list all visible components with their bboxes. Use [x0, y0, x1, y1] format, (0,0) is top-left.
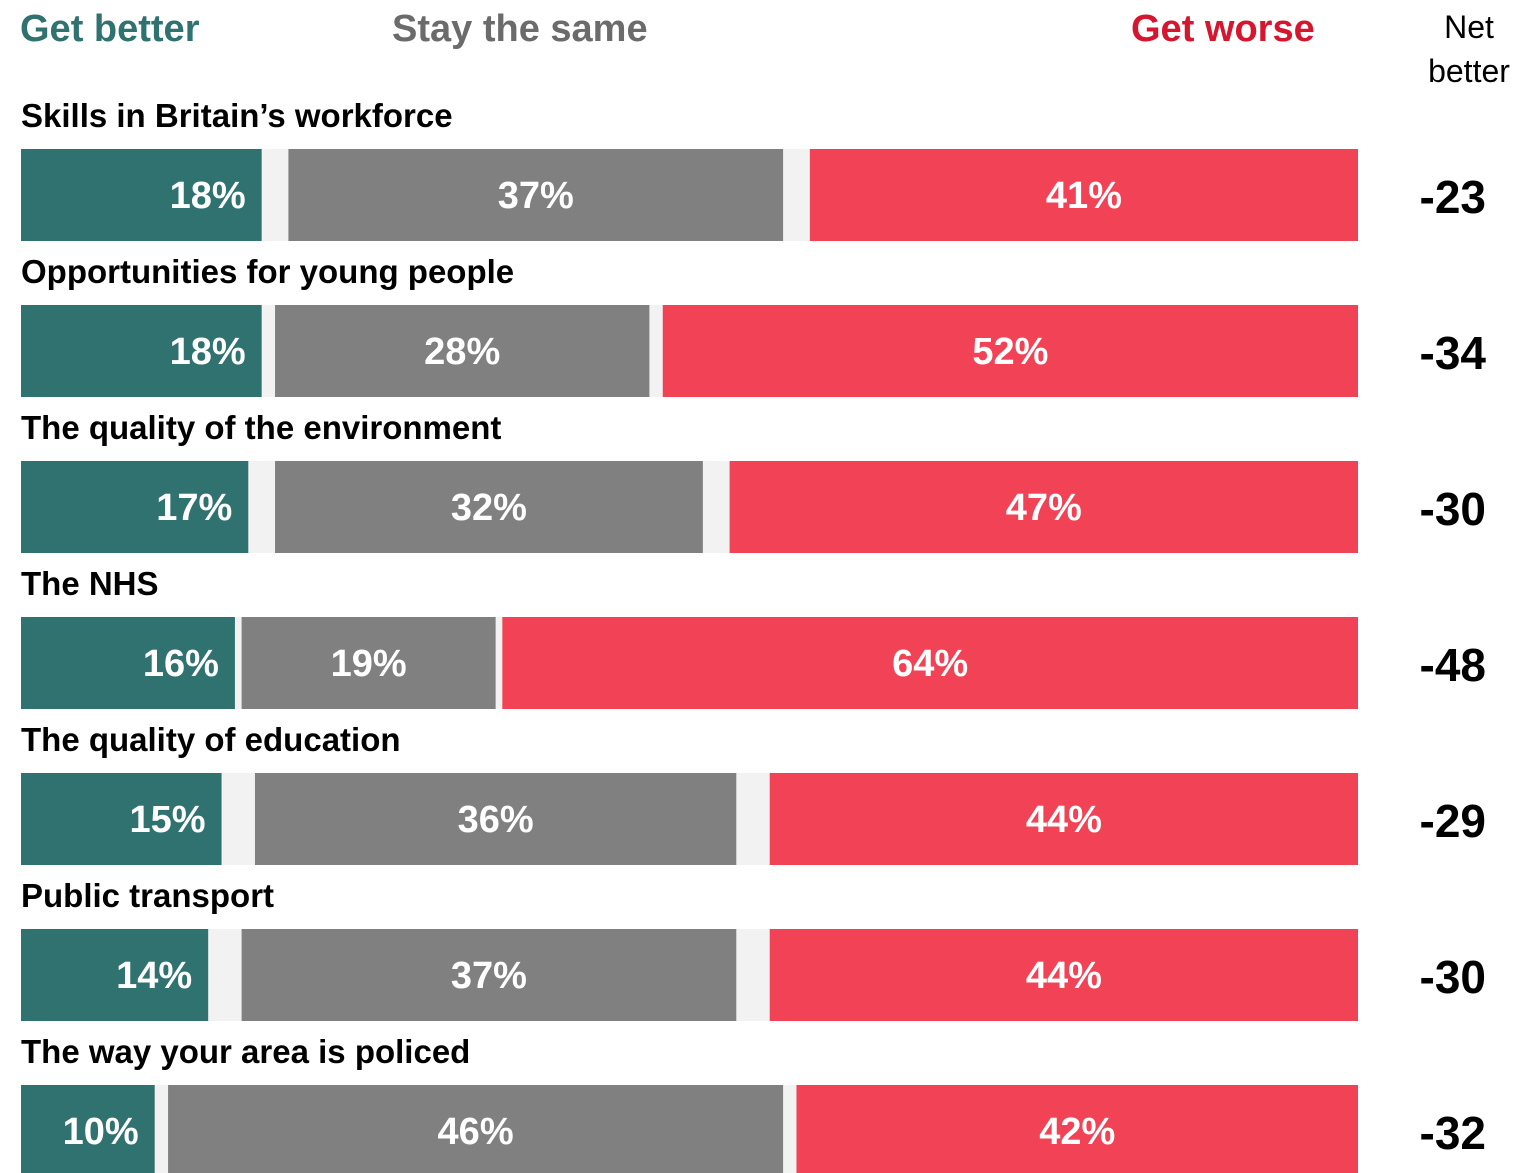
data-label-stay-same: 46%	[438, 1111, 514, 1153]
data-label-stay-same: 37%	[451, 955, 527, 997]
data-label-get-better: 14%	[116, 955, 192, 997]
data-label-get-worse: 52%	[972, 331, 1048, 373]
bar-segment-get-better	[21, 305, 262, 397]
net-better-value: -23	[1420, 171, 1486, 223]
data-label-stay-same: 32%	[451, 487, 527, 529]
bar-segment-get-better	[21, 149, 262, 241]
bar-segment-get-worse	[769, 773, 1358, 865]
net-better-value: -48	[1420, 639, 1486, 691]
data-label-get-better: 18%	[170, 331, 246, 373]
net-better-header: Net better	[1420, 5, 1518, 93]
bar-segment-get-worse	[502, 617, 1358, 709]
net-better-value: -32	[1420, 1107, 1486, 1159]
category-label: The quality of education	[21, 721, 401, 758]
bar-segment-stay-same	[275, 461, 703, 553]
data-label-get-worse: 41%	[1046, 175, 1122, 217]
data-label-get-worse: 44%	[1026, 799, 1102, 841]
net-header-line1: Net	[1444, 9, 1494, 45]
category-label: The quality of the environment	[21, 409, 501, 446]
data-label-get-worse: 42%	[1039, 1111, 1115, 1153]
bar-segment-get-worse	[662, 305, 1358, 397]
bar-segment-get-worse	[769, 929, 1358, 1021]
bar-segment-get-better	[21, 617, 235, 709]
bar-segment-stay-same	[241, 929, 737, 1021]
data-label-get-better: 16%	[143, 643, 219, 685]
data-label-get-worse: 64%	[892, 643, 968, 685]
category-label: The way your area is policed	[21, 1033, 470, 1070]
bar-segment-get-better	[21, 773, 222, 865]
bar-segment-stay-same	[168, 1085, 784, 1173]
bar-segment-stay-same	[288, 149, 784, 241]
data-label-stay-same: 28%	[424, 331, 500, 373]
net-better-value: -30	[1420, 951, 1486, 1003]
data-label-get-better: 17%	[156, 487, 232, 529]
category-label: The NHS	[21, 565, 159, 602]
net-better-value: -34	[1420, 327, 1487, 379]
data-label-stay-same: 36%	[458, 799, 534, 841]
category-label: Public transport	[21, 877, 274, 914]
data-label-get-worse: 44%	[1026, 955, 1102, 997]
bar-segment-get-better	[21, 929, 209, 1021]
net-better-value: -30	[1420, 483, 1486, 535]
data-label-get-better: 10%	[63, 1111, 139, 1153]
legend-get-better: Get better	[20, 8, 200, 50]
bar-segment-get-better	[21, 461, 249, 553]
data-label-get-better: 18%	[170, 175, 246, 217]
bar-segment-get-better	[21, 1085, 155, 1173]
data-label-get-better: 15%	[129, 799, 205, 841]
net-better-value: -29	[1420, 795, 1486, 847]
bar-segment-stay-same	[275, 305, 650, 397]
category-label: Skills in Britain’s workforce	[21, 97, 453, 134]
bar-segment-stay-same	[241, 617, 496, 709]
category-label: Opportunities for young people	[21, 253, 514, 290]
data-label-get-worse: 47%	[1006, 487, 1082, 529]
bar-segment-get-worse	[796, 1085, 1358, 1173]
legend-get-worse: Get worse	[1131, 8, 1315, 50]
legend-stay-same: Stay the same	[392, 8, 648, 50]
bar-segment-get-worse	[809, 149, 1358, 241]
data-label-stay-same: 37%	[498, 175, 574, 217]
bar-segment-get-worse	[729, 461, 1358, 553]
bar-segment-stay-same	[254, 773, 737, 865]
data-label-stay-same: 19%	[331, 643, 407, 685]
net-header-line2: better	[1428, 53, 1510, 89]
